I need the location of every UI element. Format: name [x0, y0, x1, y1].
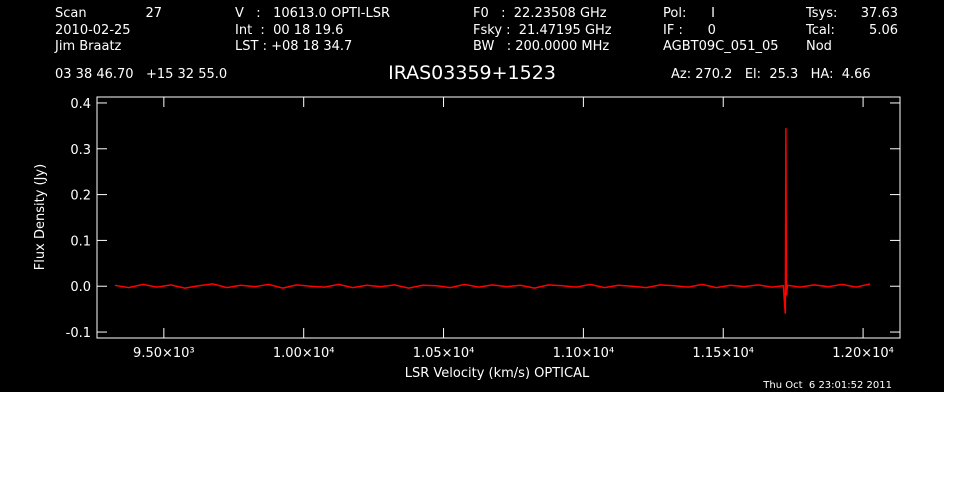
header-text: Fsky : 21.47195 GHz: [473, 23, 612, 38]
header-text: F0 : 22.23508 GHz: [473, 6, 607, 21]
x-tick-label: 1.20×10⁴: [832, 346, 894, 361]
header-text: 27: [145, 6, 162, 21]
y-tick-label: 0.2: [70, 189, 91, 204]
header-text: 5.06: [869, 23, 898, 38]
x-tick-label: 1.10×10⁴: [553, 346, 615, 361]
y-tick-label: 0.3: [70, 143, 91, 158]
y-axis-label: Flux Density (Jy): [33, 164, 48, 270]
header-text: LST : +08 18 34.7: [235, 39, 352, 54]
header-text: Tcal:: [805, 23, 835, 38]
y-tick-label: 0.0: [70, 280, 91, 295]
y-tick-label: 0.1: [70, 234, 91, 249]
header-text: Nod: [806, 39, 832, 54]
header-text: Jim Braatz: [54, 39, 122, 54]
spectrum-line: [114, 128, 871, 314]
x-tick-label: 1.05×10⁴: [413, 346, 475, 361]
header-text: V : 10613.0 OPTI-LSR: [235, 6, 390, 21]
header-text: 2010-02-25: [55, 23, 131, 38]
x-tick-label: 1.00×10⁴: [273, 346, 335, 361]
header-text: IF : 0: [663, 23, 716, 38]
x-tick-label: 1.15×10⁴: [692, 346, 754, 361]
header-text: 37.63: [861, 6, 898, 21]
background: [0, 0, 944, 392]
plot-frame: [96, 96, 901, 339]
header-text: BW : 200.0000 MHz: [473, 39, 609, 54]
x-axis-label: LSR Velocity (km/s) OPTICAL: [405, 366, 590, 381]
header-text: 03 38 46.70 +15 32 55.0: [55, 67, 227, 82]
timestamp: Thu Oct 6 23:01:52 2011: [762, 380, 892, 391]
y-tick-label: -0.1: [66, 326, 91, 341]
header-text: Int : 00 18 19.6: [235, 23, 343, 38]
header-text: Az: 270.2 El: 25.3 HA: 4.66: [671, 67, 871, 82]
chart-title: IRAS03359+1523: [388, 62, 556, 84]
header-text: Pol: I: [663, 6, 715, 21]
x-tick-label: 9.50×10³: [133, 346, 195, 361]
header-text: Scan: [55, 6, 87, 21]
header-text: Tsys:: [805, 6, 837, 21]
y-tick-label: 0.4: [70, 97, 91, 112]
header-text: AGBT09C_051_05: [663, 39, 779, 54]
